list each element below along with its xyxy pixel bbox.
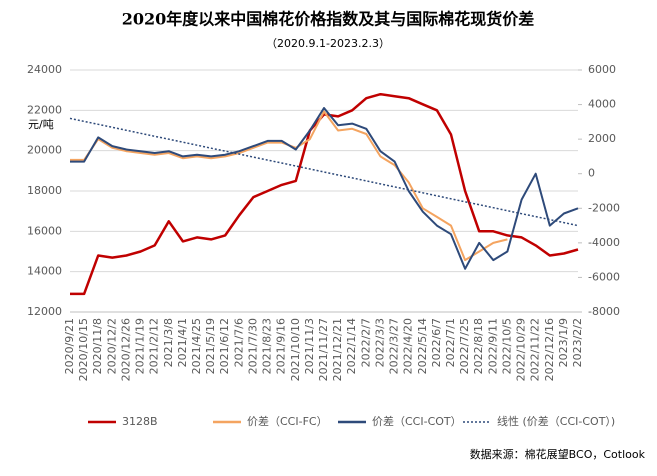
y-tick-label: 20000 — [27, 144, 62, 157]
x-tick-label: 2021/9/16 — [275, 318, 288, 374]
x-tick-label: 2022/12/16 — [543, 318, 556, 381]
y-tick-label: 12000 — [27, 305, 62, 318]
x-tick-label: 2021/7/6 — [232, 318, 245, 367]
chart-subtitle: （2020.9.1-2023.2.3） — [266, 37, 390, 50]
x-tick-label: 2021/11/3 — [303, 318, 316, 374]
x-tick-label: 2022/7/25 — [458, 318, 471, 374]
series-line — [70, 92, 579, 296]
x-tick-label: 2023/2/2 — [571, 318, 584, 367]
y-axis-label: 元/吨 — [28, 118, 54, 131]
x-tick-label: 2022/8/18 — [472, 318, 485, 374]
series-line — [70, 107, 579, 270]
x-tick-label: 2022/10/5 — [500, 318, 513, 374]
y2-tick-label: -4000 — [588, 236, 620, 249]
x-tick-label: 2020/11/8 — [91, 318, 104, 374]
x-tick-label: 2022/3/27 — [388, 318, 401, 374]
y-tick-label: 14000 — [27, 265, 62, 278]
x-tick-label: 2022/11/22 — [529, 318, 542, 381]
x-tick-label: 2021/2/12 — [148, 318, 161, 374]
series-line — [69, 117, 579, 227]
y2-tick-label: -6000 — [588, 270, 620, 283]
x-tick-label: 2022/1/14 — [345, 318, 358, 374]
y-tick-label: 22000 — [27, 103, 62, 116]
y2-tick-label: -8000 — [588, 305, 620, 318]
x-tick-label: 2020/10/15 — [77, 318, 90, 381]
x-tick-label: 2021/6/12 — [218, 318, 231, 374]
chart-title: 2020年度以来中国棉花价格指数及其与国际棉花现货价差 — [122, 10, 535, 29]
x-tick-label: 2022/4/20 — [402, 318, 415, 374]
legend-label: 价差（CCI-COT） — [372, 414, 462, 428]
legend-label: 3128B — [122, 415, 158, 428]
x-tick-label: 2021/10/10 — [289, 318, 302, 381]
x-tick-label: 2022/3/3 — [373, 318, 386, 367]
x-tick-label: 2020/12/2 — [105, 318, 118, 374]
x-tick-label: 2021/5/19 — [204, 318, 217, 374]
y-tick-label: 18000 — [27, 184, 62, 197]
x-tick-label: 2022/9/11 — [486, 318, 499, 374]
y2-tick-label: -2000 — [588, 201, 620, 214]
legend-label: 线性 (价差（CCI-COT）) — [497, 414, 615, 428]
series-line — [70, 110, 508, 262]
x-tick-label: 2021/8/23 — [261, 318, 274, 374]
y2-tick-label: 2000 — [588, 132, 616, 145]
x-tick-label: 2021/4/25 — [190, 318, 203, 374]
x-tick-label: 2022/7/1 — [444, 318, 457, 367]
y2-tick-label: 4000 — [588, 98, 616, 111]
y-tick-label: 16000 — [27, 224, 62, 237]
x-tick-label: 2020/12/26 — [119, 318, 132, 381]
x-tick-label: 2021/1/19 — [134, 318, 147, 374]
x-tick-label: 2020/9/21 — [63, 318, 76, 374]
y2-tick-label: 0 — [588, 167, 595, 180]
x-tick-label: 2022/10/29 — [515, 318, 528, 381]
x-tick-label: 2021/7/30 — [246, 318, 259, 374]
legend-label: 价差（CCI-FC） — [247, 414, 328, 428]
x-tick-label: 2022/2/7 — [359, 318, 372, 367]
y-tick-label: 24000 — [27, 63, 62, 76]
x-tick-label: 2023/1/9 — [557, 318, 570, 367]
x-tick-label: 2022/6/7 — [430, 318, 443, 367]
x-tick-label: 2022/5/14 — [416, 318, 429, 374]
y2-tick-label: 6000 — [588, 63, 616, 76]
x-tick-label: 2021/12/21 — [331, 318, 344, 381]
x-tick-label: 2021/3/8 — [162, 318, 175, 367]
x-tick-label: 2021/4/1 — [176, 318, 189, 367]
source: 数据来源：棉花展望BCO，Cotlook — [470, 447, 646, 461]
x-tick-label: 2021/11/27 — [317, 318, 330, 381]
